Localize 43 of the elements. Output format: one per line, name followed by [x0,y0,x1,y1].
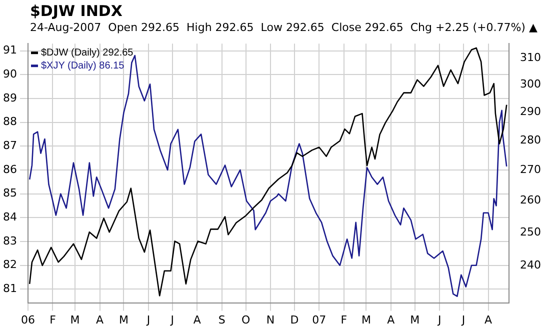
x-tick-label: F [50,313,56,326]
y2-tick-label: 270 [520,162,542,176]
y2-tick-label: 240 [520,258,542,272]
x-tick-label: M [410,313,420,326]
chart-title: $DJW INDX [29,1,124,20]
y-tick-label: 84 [2,210,17,224]
x-tick-label: A [484,313,492,326]
x-tick-label: F [340,313,348,326]
x-tick-label: M [361,313,371,326]
chart-subtitle: 24-Aug-2007 Open 292.65 High 292.65 Low 292.65 Close 292.65 Chg +2.25 (+0.77%) ▲ [29,20,538,34]
legend-label: $XJY (Daily) 86.15 [40,60,125,72]
x-tick-label: A [193,313,202,326]
x-tick-label: A [96,313,104,326]
x-tick-label: J [460,313,466,326]
y-tick-label: 82 [2,258,17,272]
x-tick-label: D [290,313,299,326]
y-tick-label: 87 [2,138,17,152]
x-tick-label: M [70,313,80,326]
x-tick-label: A [387,313,396,326]
y-tick-label: 88 [2,115,17,128]
y2-tick-label: 310 [520,50,542,64]
x-tick-label: J [146,313,150,326]
y2-tick-label: 260 [520,193,542,206]
x-tick-label: 06 [20,313,35,326]
y2-tick-label: 300 [520,78,542,91]
y-tick-label: 85 [2,186,17,200]
y2-tick-label: 290 [520,105,542,118]
y-tick-label: 81 [2,282,17,296]
y2-tick-label: 280 [520,133,542,146]
y-tick-label: 90 [2,67,17,80]
x-tick-label: M [118,313,128,326]
y-tick-label: 83 [2,234,17,248]
x-tick-label: J [170,313,174,326]
y2-tick-label: 250 [520,225,542,238]
y-tick-label: 89 [2,91,17,104]
x-tick-label: J [436,313,442,326]
legend-label: $DJW (Daily) 292.65 [40,47,134,58]
x-tick-label: N [266,313,275,326]
x-tick-label: S [218,313,226,326]
y-tick-label: 86 [2,162,17,176]
x-tick-label: O [241,313,250,326]
y-tick-label: 91 [2,44,17,57]
x-tick-label: 07 [312,313,326,326]
